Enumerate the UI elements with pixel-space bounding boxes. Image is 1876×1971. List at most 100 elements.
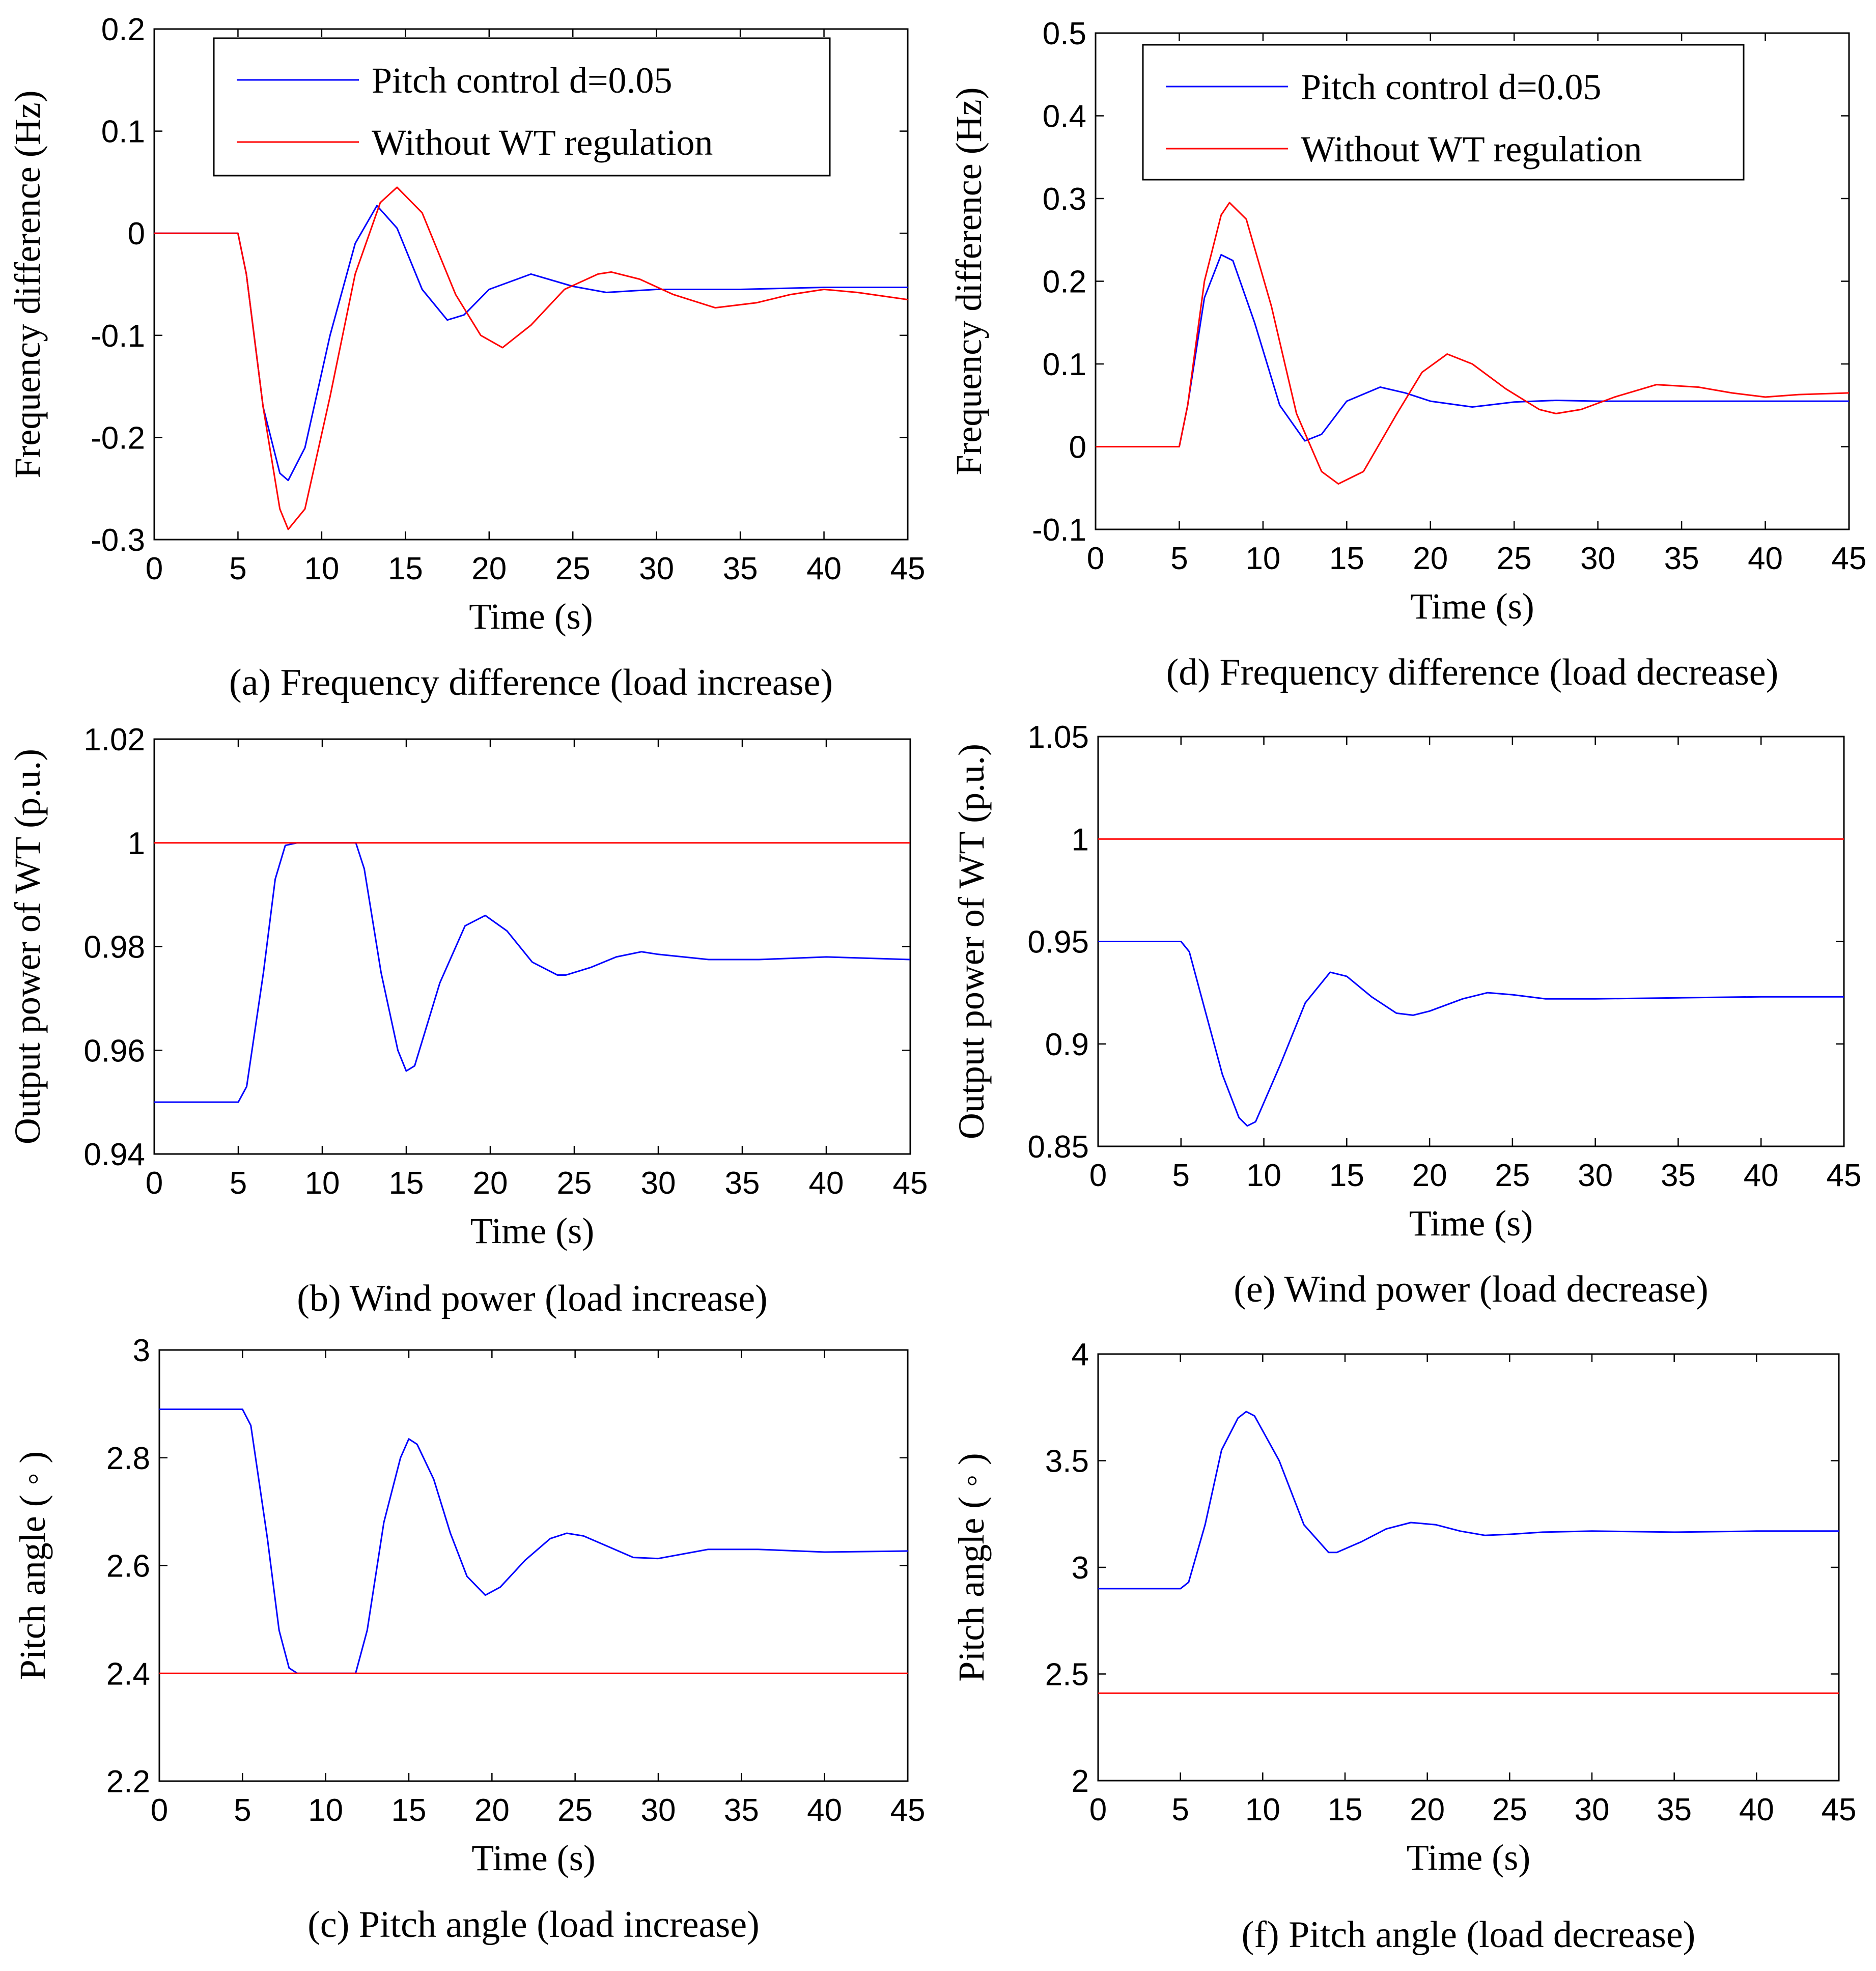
chart-pitch-angle-load-decrease: 0 5 10 15 20 25 30 35 40 45 2 2.5 3 3.5 4 Time (s) Pitch… — [951, 1337, 1856, 1956]
x-tick-label: 30 — [639, 551, 674, 586]
x-tick-label: 10 — [304, 551, 339, 586]
x-tick-label: 45 — [1832, 541, 1867, 576]
series-line-pitch-control — [1096, 254, 1849, 447]
x-tick-label: 0 — [146, 1166, 163, 1201]
x-tick-label: 30 — [641, 1166, 676, 1201]
y-tick-label: 0.2 — [101, 12, 145, 47]
y-axis-label: Frequency difference (Hz) — [948, 87, 989, 475]
x-tick-label: 40 — [809, 1166, 844, 1201]
chart-frequency-load-decrease: 0 5 10 15 20 25 30 35 40 45-0.100.10.20.30.40.5Ti… — [948, 16, 1866, 693]
y-tick-label: 0.96 — [83, 1033, 145, 1068]
legend-entry-label: Pitch control d=0.05 — [1301, 67, 1602, 107]
y-tick-label: 0.9 — [1045, 1027, 1089, 1062]
y-tick-label: 0.5 — [1043, 16, 1086, 51]
y-tick-label: 2.5 — [1045, 1657, 1089, 1693]
x-tick-label: 0 — [1089, 1158, 1107, 1193]
x-tick-label: 5 — [1171, 1792, 1189, 1827]
x-tick-label: 25 — [1497, 541, 1532, 576]
chart-caption: (a) Frequency difference (load increase) — [229, 662, 833, 703]
series-line-pitch-control — [154, 205, 908, 482]
x-tick-label: 20 — [1412, 1158, 1447, 1193]
series-line-without-wt-regulation — [154, 186, 908, 530]
x-tick-label: 0 — [1087, 541, 1104, 576]
legend-box — [213, 37, 831, 177]
y-tick-label: 0.3 — [1043, 182, 1086, 217]
x-tick-label: 40 — [1744, 1158, 1779, 1193]
chart-wind-power-load-increase: 0 5 10 15 20 25 30 35 40 45 0.94 0.96 0.98 1 1.02 Time … — [7, 722, 928, 1319]
x-tick-label: 15 — [1329, 541, 1364, 576]
y-tick-label: -0.2 — [91, 420, 145, 456]
x-tick-label: 15 — [391, 1793, 427, 1828]
x-tick-label: 5 — [229, 551, 246, 586]
x-axis-label: Time (s) — [471, 1838, 595, 1878]
x-tick-label: 20 — [471, 551, 507, 586]
y-axis-label: Pitch angle ( ◦ ) — [12, 1451, 53, 1680]
x-axis-label: Time (s) — [469, 596, 593, 637]
x-tick-label: 5 — [1172, 1158, 1190, 1193]
x-tick-label: 45 — [893, 1166, 928, 1201]
y-tick-label: 0 — [128, 216, 145, 251]
y-tick-label: 1.05 — [1027, 720, 1089, 755]
series-line-pitch-control — [1098, 1411, 1839, 1590]
x-tick-label: 20 — [1410, 1792, 1445, 1827]
legend: Pitch control d=0.05 Without WT regulatio… — [213, 37, 831, 177]
y-tick-label: 1 — [1072, 822, 1089, 857]
series-line-without-wt-regulation — [1096, 202, 1850, 485]
x-tick-label: 15 — [1329, 1158, 1364, 1193]
x-tick-label: 45 — [890, 1793, 926, 1828]
y-tick-label: 2.6 — [106, 1549, 150, 1584]
y-tick-label: 0.85 — [1027, 1130, 1089, 1165]
y-tick-label: -0.1 — [1032, 513, 1086, 548]
x-tick-label: 45 — [1827, 1158, 1862, 1193]
x-tick-label: 30 — [1575, 1792, 1610, 1827]
y-tick-label: 0.1 — [101, 115, 145, 150]
chart-caption: (f) Pitch angle (load decrease) — [1242, 1914, 1696, 1956]
y-tick-label: 0.95 — [1027, 925, 1089, 960]
x-tick-label: 15 — [389, 1166, 424, 1201]
x-tick-label: 30 — [641, 1793, 676, 1828]
x-axis-label: Time (s) — [1410, 586, 1534, 627]
x-tick-label: 5 — [230, 1166, 247, 1201]
x-tick-label: 20 — [473, 1166, 508, 1201]
y-tick-label: 0 — [1069, 430, 1086, 465]
x-tick-label: 30 — [1578, 1158, 1613, 1193]
x-tick-label: 40 — [1739, 1792, 1774, 1827]
x-tick-label: 35 — [724, 1793, 759, 1828]
y-axis-label: Output power of WT (p.u.) — [951, 744, 992, 1139]
x-tick-label: 35 — [725, 1166, 760, 1201]
x-tick-label: 25 — [557, 1793, 593, 1828]
x-tick-label: 25 — [557, 1166, 592, 1201]
y-axis-label: Frequency difference (Hz) — [7, 90, 48, 478]
y-tick-label: 3 — [1072, 1551, 1089, 1586]
x-tick-label: 10 — [1245, 541, 1280, 576]
x-tick-label: 35 — [1657, 1792, 1692, 1827]
y-tick-label: -0.3 — [91, 523, 145, 558]
chart-frequency-load-increase: 0 5 10 15 20 25 30 35 40 45 -0.3 -0.2 -0.1 0 0.1 0.2 Tim… — [7, 12, 925, 703]
x-tick-label: 5 — [234, 1793, 251, 1828]
x-tick-label: 15 — [1328, 1792, 1363, 1827]
y-tick-label: 0.2 — [1043, 265, 1086, 300]
chart-caption: (c) Pitch angle (load increase) — [307, 1904, 760, 1946]
x-tick-label: 15 — [388, 551, 423, 586]
series-line-pitch-control — [159, 1409, 908, 1674]
legend-entry-label: Without WT regulation — [372, 122, 713, 163]
y-tick-label: 2.2 — [106, 1764, 150, 1799]
legend-box — [1142, 44, 1745, 181]
legend-entry-label: Without WT regulation — [1301, 129, 1642, 170]
series-line-pitch-control — [1098, 941, 1844, 1127]
y-tick-label: 0.4 — [1043, 99, 1086, 134]
x-tick-label: 40 — [806, 551, 842, 586]
plot-area — [158, 1349, 909, 1782]
y-tick-label: 2.4 — [106, 1656, 150, 1692]
x-tick-label: 40 — [1748, 541, 1783, 576]
y-tick-label: 4 — [1072, 1337, 1089, 1372]
chart-pitch-angle-load-increase: 0 5 10 15 20 25 30 35 40 45 2.2 2.4 2.6 2.8 3 Time (s) P… — [12, 1333, 925, 1946]
chart-caption: (d) Frequency difference (load decrease) — [1166, 652, 1779, 693]
y-tick-label: 1.02 — [83, 722, 145, 757]
x-tick-label: 0 — [151, 1793, 168, 1828]
x-tick-label: 0 — [1089, 1792, 1107, 1827]
x-tick-label: 35 — [723, 551, 758, 586]
series-line-pitch-control — [154, 842, 911, 1103]
y-tick-label: 2.8 — [106, 1441, 150, 1476]
legend: Pitch control d=0.05 Without WT regulatio… — [1142, 44, 1745, 181]
